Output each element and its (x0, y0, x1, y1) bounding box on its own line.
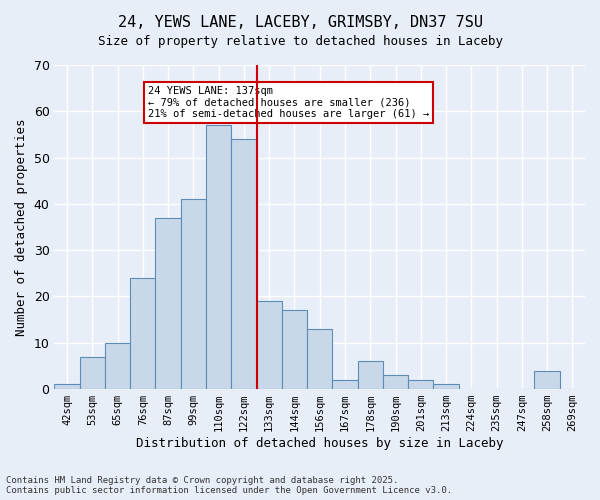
Bar (383, 375, 408, 389)
Bar (130, 278, 155, 389)
Bar (231, 139, 257, 389)
Text: Contains HM Land Registry data © Crown copyright and database right 2025.
Contai: Contains HM Land Registry data © Crown c… (6, 476, 452, 495)
X-axis label: Distribution of detached houses by size in Laceby: Distribution of detached houses by size … (136, 437, 503, 450)
Bar (307, 329, 332, 389)
Bar (433, 384, 458, 389)
Bar (55, 384, 80, 389)
Bar (332, 380, 358, 389)
Bar (181, 200, 206, 389)
Bar (80, 356, 105, 389)
Bar (155, 218, 181, 389)
Bar (535, 370, 560, 389)
Bar (282, 310, 307, 389)
Y-axis label: Number of detached properties: Number of detached properties (15, 118, 28, 336)
Text: 24, YEWS LANE, LACEBY, GRIMSBY, DN37 7SU: 24, YEWS LANE, LACEBY, GRIMSBY, DN37 7SU (118, 15, 482, 30)
Text: 24 YEWS LANE: 137sqm
← 79% of detached houses are smaller (236)
21% of semi-deta: 24 YEWS LANE: 137sqm ← 79% of detached h… (148, 86, 429, 119)
Bar (358, 362, 383, 389)
Bar (105, 343, 130, 389)
Text: Size of property relative to detached houses in Laceby: Size of property relative to detached ho… (97, 35, 503, 48)
Bar (206, 125, 231, 389)
Bar (257, 301, 282, 389)
Bar (408, 380, 433, 389)
